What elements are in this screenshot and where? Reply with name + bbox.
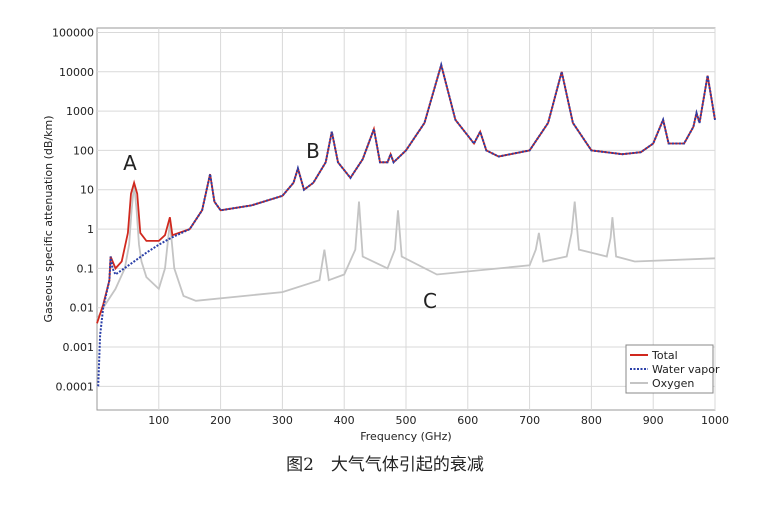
y-tick-label: 0.001 [63, 341, 95, 354]
annotation: B [306, 139, 320, 163]
y-tick-label: 10000 [59, 66, 94, 79]
series-line [96, 183, 716, 320]
y-tick-label: 10 [80, 184, 94, 197]
x-axis-label: Frequency (GHz) [360, 430, 451, 443]
x-tick-label: 300 [272, 414, 293, 427]
legend-label: Water vapor [652, 363, 720, 376]
legend-label: Oxygen [652, 377, 694, 390]
y-tick-label: 0.01 [70, 302, 95, 315]
x-tick-label: 800 [581, 414, 602, 427]
x-tick-label: 900 [643, 414, 664, 427]
y-axis-label: Gaseous specific attenuation (dB/km) [42, 115, 55, 322]
x-tick-label: 1000 [701, 414, 729, 427]
y-tick-label: 0.1 [77, 262, 95, 275]
y-tick-label: 1 [87, 223, 94, 236]
caption: 图2 大气气体引起的衰减 [286, 455, 484, 475]
y-tick-label: 100000 [52, 26, 94, 39]
x-tick-label: 700 [519, 414, 540, 427]
y-tick-label: 0.0001 [56, 380, 95, 393]
x-tick-label: 500 [396, 414, 417, 427]
legend-label: Total [651, 349, 678, 362]
x-tick-label: 400 [334, 414, 355, 427]
y-tick-label: 100 [73, 144, 94, 157]
annotation: C [423, 289, 437, 313]
y-tick-label: 1000 [66, 105, 94, 118]
x-tick-label: 200 [210, 414, 231, 427]
x-tick-label: 100 [148, 414, 169, 427]
x-tick-label: 600 [457, 414, 478, 427]
annotation: A [123, 151, 137, 175]
